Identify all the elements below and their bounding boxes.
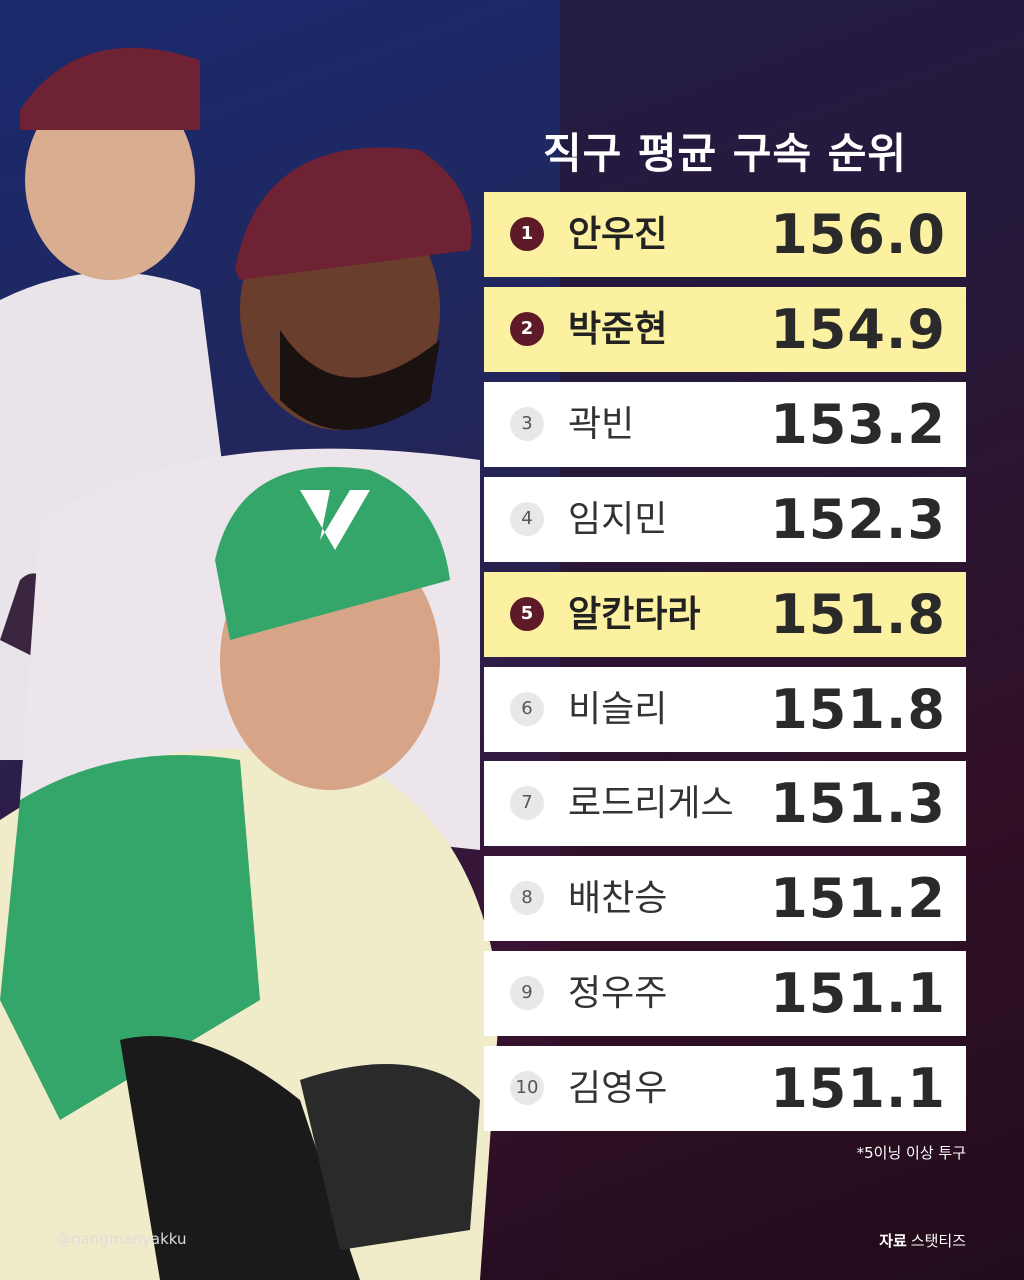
handle: @nangmanyakku: [56, 1230, 187, 1248]
speed-value: 151.8: [770, 582, 946, 646]
player-name: 김영우: [568, 1068, 668, 1110]
rank-badge: 5: [510, 596, 544, 631]
ranking-row: 3 곽빈 153.2: [484, 381, 966, 467]
speed-value: 154.9: [770, 297, 946, 361]
player-front: [0, 466, 500, 1280]
ranking-row: 2 박준현 154.9: [484, 286, 966, 372]
speed-value: 151.3: [770, 772, 946, 836]
player-name: 정우주: [568, 973, 668, 1015]
player-name: 임지민: [568, 498, 668, 540]
rank-badge: 3: [510, 406, 544, 441]
rank-badge: 4: [510, 501, 544, 536]
ranking-row: 8 배찬승 151.2: [484, 856, 966, 942]
player-name: 비슬리: [568, 688, 668, 730]
footnote: *5이닝 이상 투구: [856, 1144, 966, 1162]
ranking-row: 1 안우진 156.0: [484, 192, 966, 277]
player-name: 박준현: [568, 308, 668, 350]
player-name: 로드리게스: [568, 783, 734, 825]
ranking-row: 9 정우주 151.1: [484, 951, 966, 1037]
rank-badge: 9: [510, 976, 544, 1011]
ranking-row: 10 김영우 151.1: [484, 1046, 966, 1132]
rank-badge: 2: [510, 311, 544, 346]
source: 자료 스탯티즈: [879, 1230, 966, 1251]
ranking-row: 6 비슬리 151.8: [484, 666, 966, 752]
ranking-row: 7 로드리게스 151.3: [484, 761, 966, 847]
source-name: 스탯티즈: [910, 1232, 966, 1250]
speed-value: 151.1: [770, 962, 946, 1026]
ranking-row: 4 임지민 152.3: [484, 476, 966, 562]
player-name: 곽빈: [568, 403, 635, 445]
player-name: 배찬승: [568, 878, 668, 920]
source-label: 자료: [879, 1232, 907, 1250]
rank-badge: 8: [510, 881, 544, 916]
rank-badge: 6: [510, 691, 544, 726]
speed-value: 151.8: [770, 677, 946, 741]
title: 직구 평균 구속 순위: [543, 129, 907, 178]
rank-badge: 1: [510, 217, 544, 251]
speed-value: 151.1: [770, 1057, 946, 1121]
player-name: 알칸타라: [568, 593, 701, 635]
speed-value: 156.0: [770, 203, 946, 266]
player-name: 안우진: [568, 214, 668, 255]
speed-value: 152.3: [770, 487, 946, 551]
speed-value: 153.2: [770, 392, 946, 456]
rank-badge: 10: [510, 1071, 544, 1106]
speed-value: 151.2: [770, 867, 946, 931]
ranking-row: 5 알칸타라 151.8: [484, 571, 966, 657]
rank-badge: 7: [510, 786, 544, 821]
